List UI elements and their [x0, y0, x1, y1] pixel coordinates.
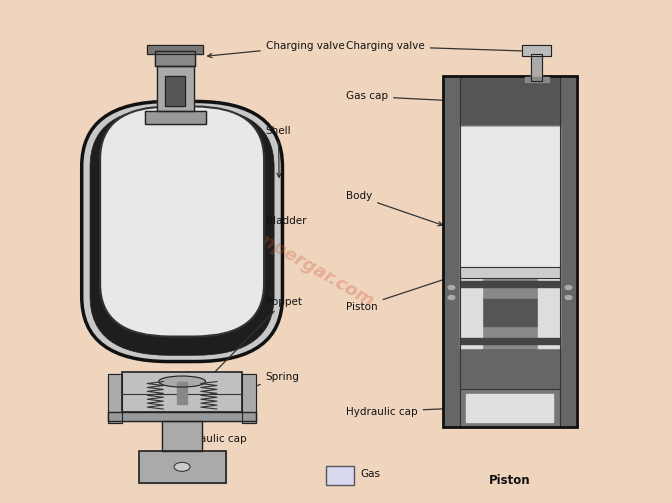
- Ellipse shape: [565, 286, 572, 290]
- Ellipse shape: [174, 462, 190, 471]
- Bar: [443, 76, 577, 427]
- Bar: [162, 421, 202, 451]
- Bar: [460, 278, 560, 348]
- Bar: [460, 267, 560, 278]
- Bar: [460, 389, 560, 427]
- Bar: [145, 112, 206, 124]
- Text: Hydraulic cap: Hydraulic cap: [175, 434, 247, 464]
- Text: Piston: Piston: [346, 273, 462, 311]
- Text: Poppet: Poppet: [208, 297, 302, 379]
- Bar: [155, 51, 196, 66]
- Bar: [522, 45, 552, 56]
- Bar: [466, 394, 554, 422]
- Ellipse shape: [565, 296, 572, 299]
- Text: Bladder: Bladder: [157, 474, 208, 486]
- Bar: [482, 299, 538, 326]
- Text: Bladder: Bladder: [260, 216, 306, 226]
- Text: Gas: Gas: [361, 469, 381, 479]
- Bar: [147, 45, 204, 54]
- Text: Body: Body: [346, 192, 442, 226]
- Bar: [326, 466, 354, 485]
- Bar: [162, 421, 202, 451]
- Text: Charging valve: Charging valve: [208, 41, 345, 58]
- Bar: [522, 45, 552, 56]
- Bar: [165, 76, 185, 107]
- Bar: [460, 281, 560, 287]
- Bar: [108, 411, 255, 421]
- Bar: [460, 126, 560, 267]
- Bar: [532, 54, 542, 81]
- Bar: [165, 76, 185, 107]
- Text: ebook.impergar.com: ebook.impergar.com: [188, 192, 377, 311]
- Bar: [326, 466, 354, 485]
- Text: Charging valve: Charging valve: [346, 41, 533, 53]
- Bar: [532, 54, 542, 81]
- FancyBboxPatch shape: [100, 107, 264, 337]
- Bar: [243, 374, 255, 423]
- Bar: [138, 451, 226, 483]
- Text: Hydraulic cap: Hydraulic cap: [346, 406, 462, 416]
- Bar: [243, 374, 255, 423]
- FancyBboxPatch shape: [90, 108, 274, 355]
- Bar: [155, 51, 196, 66]
- Text: Piston: Piston: [489, 474, 531, 486]
- Bar: [157, 66, 194, 112]
- Ellipse shape: [159, 376, 206, 387]
- Text: Shell: Shell: [265, 126, 292, 177]
- Ellipse shape: [448, 296, 455, 299]
- Ellipse shape: [448, 286, 455, 290]
- Bar: [538, 278, 560, 348]
- Bar: [157, 66, 194, 112]
- Bar: [145, 112, 206, 124]
- Bar: [460, 267, 560, 278]
- Bar: [177, 382, 187, 404]
- Bar: [147, 45, 204, 54]
- Text: Gas cap: Gas cap: [346, 92, 462, 103]
- Bar: [460, 338, 560, 344]
- Bar: [108, 411, 255, 421]
- Text: Spring: Spring: [223, 372, 300, 398]
- FancyBboxPatch shape: [82, 102, 282, 362]
- Bar: [443, 76, 577, 427]
- Bar: [460, 76, 560, 126]
- Bar: [525, 77, 549, 82]
- Bar: [108, 374, 122, 423]
- Bar: [122, 372, 243, 411]
- Bar: [122, 372, 243, 411]
- Bar: [460, 126, 560, 267]
- Bar: [460, 278, 482, 348]
- Bar: [108, 374, 122, 423]
- Bar: [138, 451, 226, 483]
- Bar: [460, 389, 560, 427]
